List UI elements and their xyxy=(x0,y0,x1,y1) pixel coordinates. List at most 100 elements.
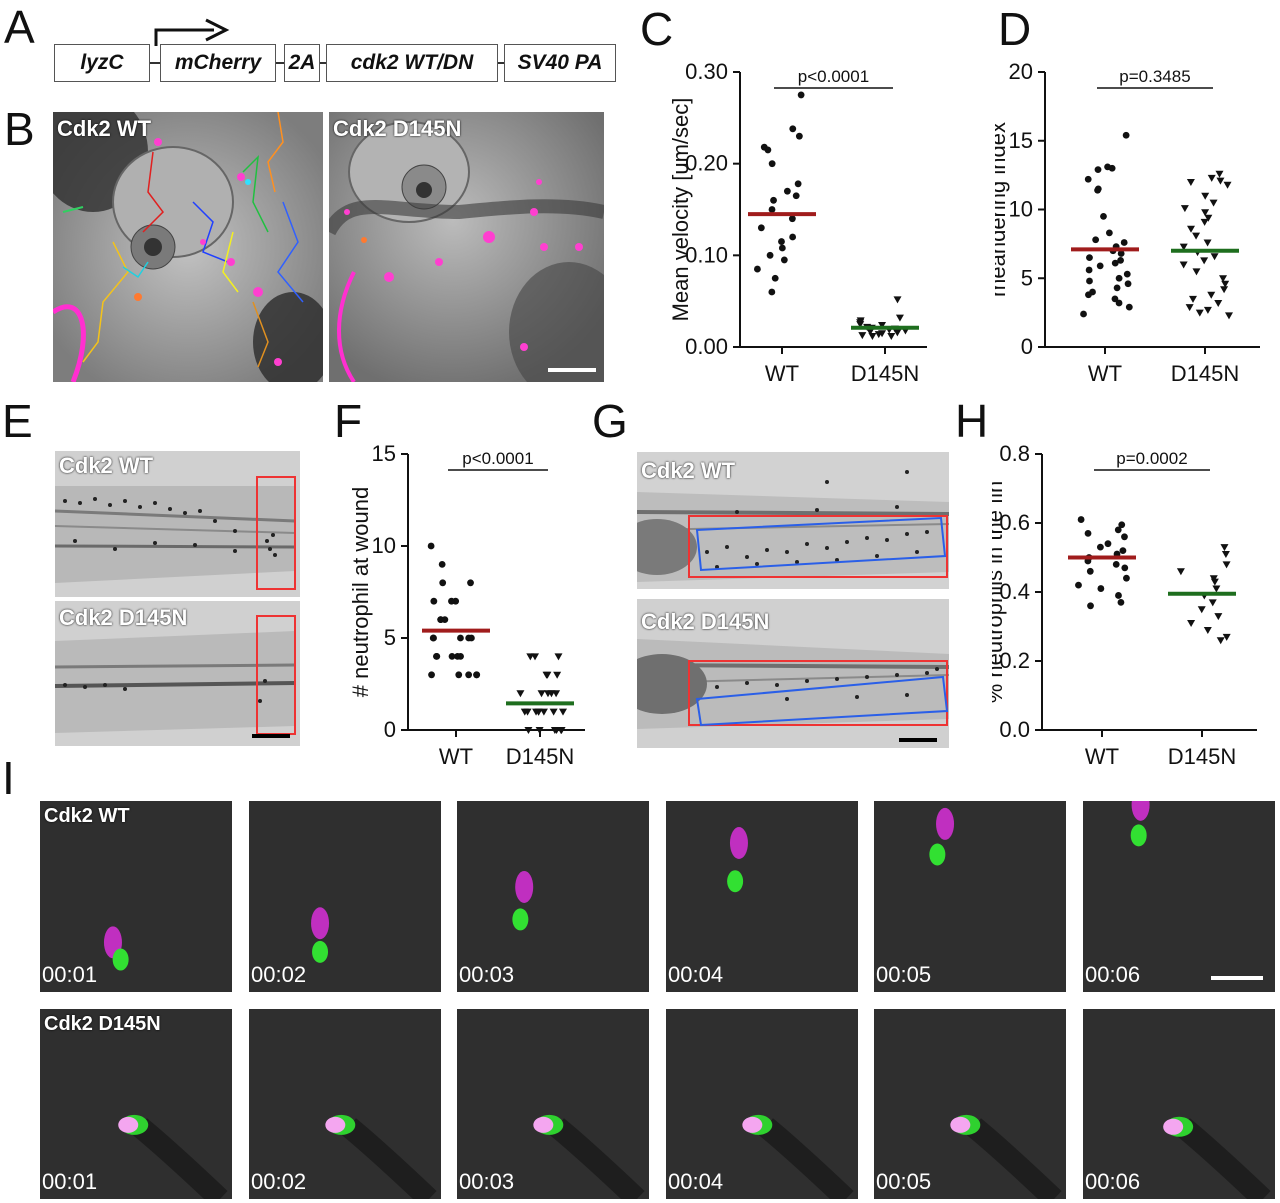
data-point xyxy=(1219,275,1228,283)
data-point xyxy=(1117,250,1125,257)
data-point xyxy=(430,597,438,605)
data-point xyxy=(543,690,552,698)
data-point xyxy=(1200,257,1209,265)
data-point xyxy=(797,91,805,99)
timelapse-frame: Cdk2 WT 00:01 xyxy=(40,801,232,992)
data-point xyxy=(539,708,548,716)
construct-segment-sv40pa: SV40 PA xyxy=(504,44,616,82)
timelapse-frame: 00:03 xyxy=(457,801,649,992)
panel-label-h: H xyxy=(955,395,989,447)
data-point xyxy=(1085,266,1093,274)
timelapse-frame: 00:04 xyxy=(666,801,858,992)
data-point xyxy=(1119,547,1127,554)
y-tick-label: 0.4 xyxy=(999,579,1030,604)
y-tick-label: 20 xyxy=(1009,59,1033,84)
data-point xyxy=(768,160,776,168)
data-point xyxy=(1225,312,1234,320)
data-point xyxy=(1120,239,1128,246)
data-point xyxy=(1207,174,1216,182)
data-point xyxy=(1111,259,1119,267)
data-point xyxy=(1197,606,1206,614)
data-point xyxy=(1121,533,1128,541)
x-tick-label: WT xyxy=(1088,361,1122,386)
data-point xyxy=(789,233,797,241)
construct-segment-mcherry: mCherry xyxy=(160,44,276,82)
data-point xyxy=(768,288,776,296)
panel-label-d: D xyxy=(998,3,1032,55)
data-point xyxy=(1222,633,1231,641)
data-point xyxy=(1086,277,1093,285)
p-value-label: p=0.0002 xyxy=(1116,449,1187,468)
construct-segment-lyzc: lyzC xyxy=(54,44,150,82)
data-point xyxy=(473,671,480,679)
data-point xyxy=(757,224,765,232)
data-point xyxy=(788,215,796,223)
data-point xyxy=(768,206,776,213)
data-point xyxy=(780,256,788,264)
panel-label-a: A xyxy=(4,1,35,53)
data-point xyxy=(1208,599,1217,607)
timestamp: 00:04 xyxy=(668,1169,724,1194)
y-tick-label: 0.8 xyxy=(999,441,1030,466)
data-point xyxy=(1105,229,1113,237)
y-axis-label: % neutrophils in the fin xyxy=(992,481,1007,704)
data-point xyxy=(1176,568,1185,576)
chart-f: 0 5 10 15 WT D145N # neutrophil at wound p<0.00… xyxy=(350,441,585,768)
data-point xyxy=(550,727,559,734)
data-point xyxy=(770,196,777,204)
x-tick-label: WT xyxy=(1085,744,1119,768)
y-tick-label: 0.2 xyxy=(999,648,1030,673)
y-tick-label: 15 xyxy=(1009,128,1033,153)
data-point xyxy=(754,265,761,273)
data-point xyxy=(549,708,558,716)
data-point xyxy=(1123,270,1131,278)
panel-label-f: F xyxy=(334,395,363,447)
image-b-dn: Cdk2 D145N xyxy=(329,112,604,382)
timelapse-frame: 00:05 xyxy=(874,1009,1066,1199)
y-tick-label: 0.00 xyxy=(685,334,728,359)
x-tick-label: D145N xyxy=(1168,744,1236,768)
data-point xyxy=(1203,239,1212,247)
scale-bar xyxy=(899,738,937,742)
y-tick-label: 0.10 xyxy=(685,242,728,267)
image-b-wt: Cdk2 WT xyxy=(53,112,323,382)
data-point xyxy=(887,333,896,340)
data-point xyxy=(874,331,883,339)
data-point xyxy=(856,321,865,329)
data-point xyxy=(1075,581,1082,589)
data-point xyxy=(1122,131,1130,139)
panel-label-g: G xyxy=(592,395,628,447)
data-point xyxy=(1077,516,1085,523)
data-point xyxy=(1112,561,1120,568)
data-point xyxy=(454,653,461,660)
data-point xyxy=(448,653,456,660)
data-point xyxy=(1087,602,1094,610)
data-point xyxy=(1086,567,1094,575)
image-label: Cdk2 WT xyxy=(641,458,736,483)
timelapse-frame: 00:03 xyxy=(457,1009,649,1199)
timelapse-frame: 00:02 xyxy=(249,801,441,992)
data-point xyxy=(1092,236,1100,244)
data-point xyxy=(1084,529,1092,537)
data-point xyxy=(1114,526,1122,534)
timestamp: 00:01 xyxy=(42,1169,98,1194)
y-tick-label: 0.20 xyxy=(685,151,728,176)
timelapse-frame: 00:04 xyxy=(666,1009,858,1199)
construct-segment-cdk2: cdk2 WT/DN xyxy=(326,44,498,82)
data-point xyxy=(1220,544,1229,552)
data-point xyxy=(792,192,800,200)
data-point xyxy=(1115,274,1123,282)
y-tick-label: 0 xyxy=(384,717,396,742)
data-point xyxy=(1192,268,1201,276)
data-point xyxy=(1210,253,1219,261)
data-point xyxy=(1195,309,1204,317)
data-point xyxy=(1187,225,1196,233)
data-point xyxy=(1214,613,1223,621)
data-point xyxy=(866,328,875,336)
image-label: Cdk2 D145N xyxy=(59,605,188,630)
data-point xyxy=(1186,179,1195,186)
data-point xyxy=(1086,254,1093,262)
data-point xyxy=(531,653,540,661)
data-point xyxy=(554,653,563,661)
timelapse-frame: 00:02 xyxy=(249,1009,441,1199)
